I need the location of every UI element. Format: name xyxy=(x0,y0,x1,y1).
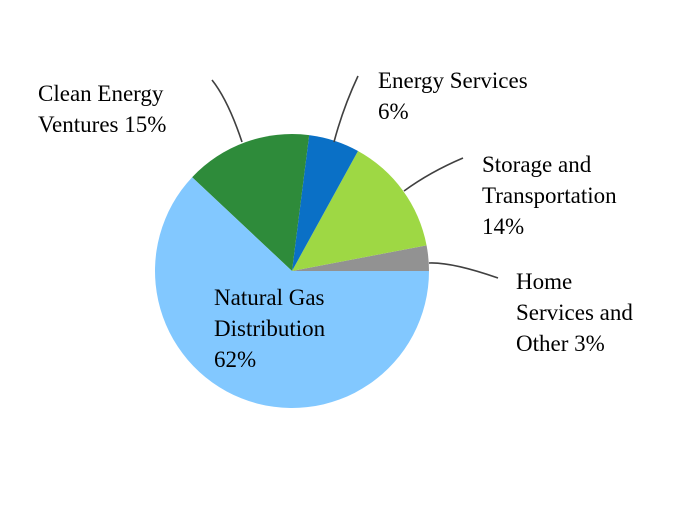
slice-label-line: Storage and xyxy=(482,152,592,177)
slice-label-line: Clean Energy xyxy=(38,81,164,106)
pie-slice-storage-and-transportation xyxy=(292,150,427,271)
leader-line-home-services-and-other xyxy=(428,262,499,279)
slice-label-line: 62% xyxy=(214,347,256,372)
leader-lines xyxy=(211,75,499,279)
leader-line-storage-and-transportation xyxy=(403,157,464,192)
slice-labels: Home Services and Other 3% Storage and Trans… xyxy=(38,68,633,372)
slice-label-line: Energy Services xyxy=(378,68,528,93)
leader-line-energy-services xyxy=(333,75,359,143)
pie-slice-energy-services xyxy=(292,135,358,271)
slice-label-energy-services: Energy Services 6% xyxy=(378,68,528,124)
slice-label-line: 6% xyxy=(378,99,409,124)
slice-label-line: Natural Gas xyxy=(214,285,325,310)
slice-label-line: Other 3% xyxy=(516,331,605,356)
slice-label-line: Transportation xyxy=(482,183,617,208)
leader-line-clean-energy-ventures xyxy=(211,79,243,143)
slice-label-line: 14% xyxy=(482,214,524,239)
pie-slice-natural-gas-distribution xyxy=(154,177,429,409)
slice-label-line: Ventures 15% xyxy=(38,112,166,137)
pie-slices xyxy=(154,133,429,409)
slice-label-home-services-and-other: Home Services and Other 3% xyxy=(516,269,633,356)
slice-label-storage-and-transportation: Storage and Transportation 14% xyxy=(482,152,617,239)
pie-slice-home-services-and-other xyxy=(292,245,429,271)
slice-label-line: Distribution xyxy=(214,316,326,341)
slice-label-line: Services and xyxy=(516,300,633,325)
pie-slice-clean-energy-ventures xyxy=(192,133,310,271)
slice-label-line: Home xyxy=(516,269,572,294)
slice-label-natural-gas-distribution: Natural Gas Distribution 62% xyxy=(214,285,326,372)
slice-label-clean-energy-ventures: Clean Energy Ventures 15% xyxy=(38,81,166,137)
